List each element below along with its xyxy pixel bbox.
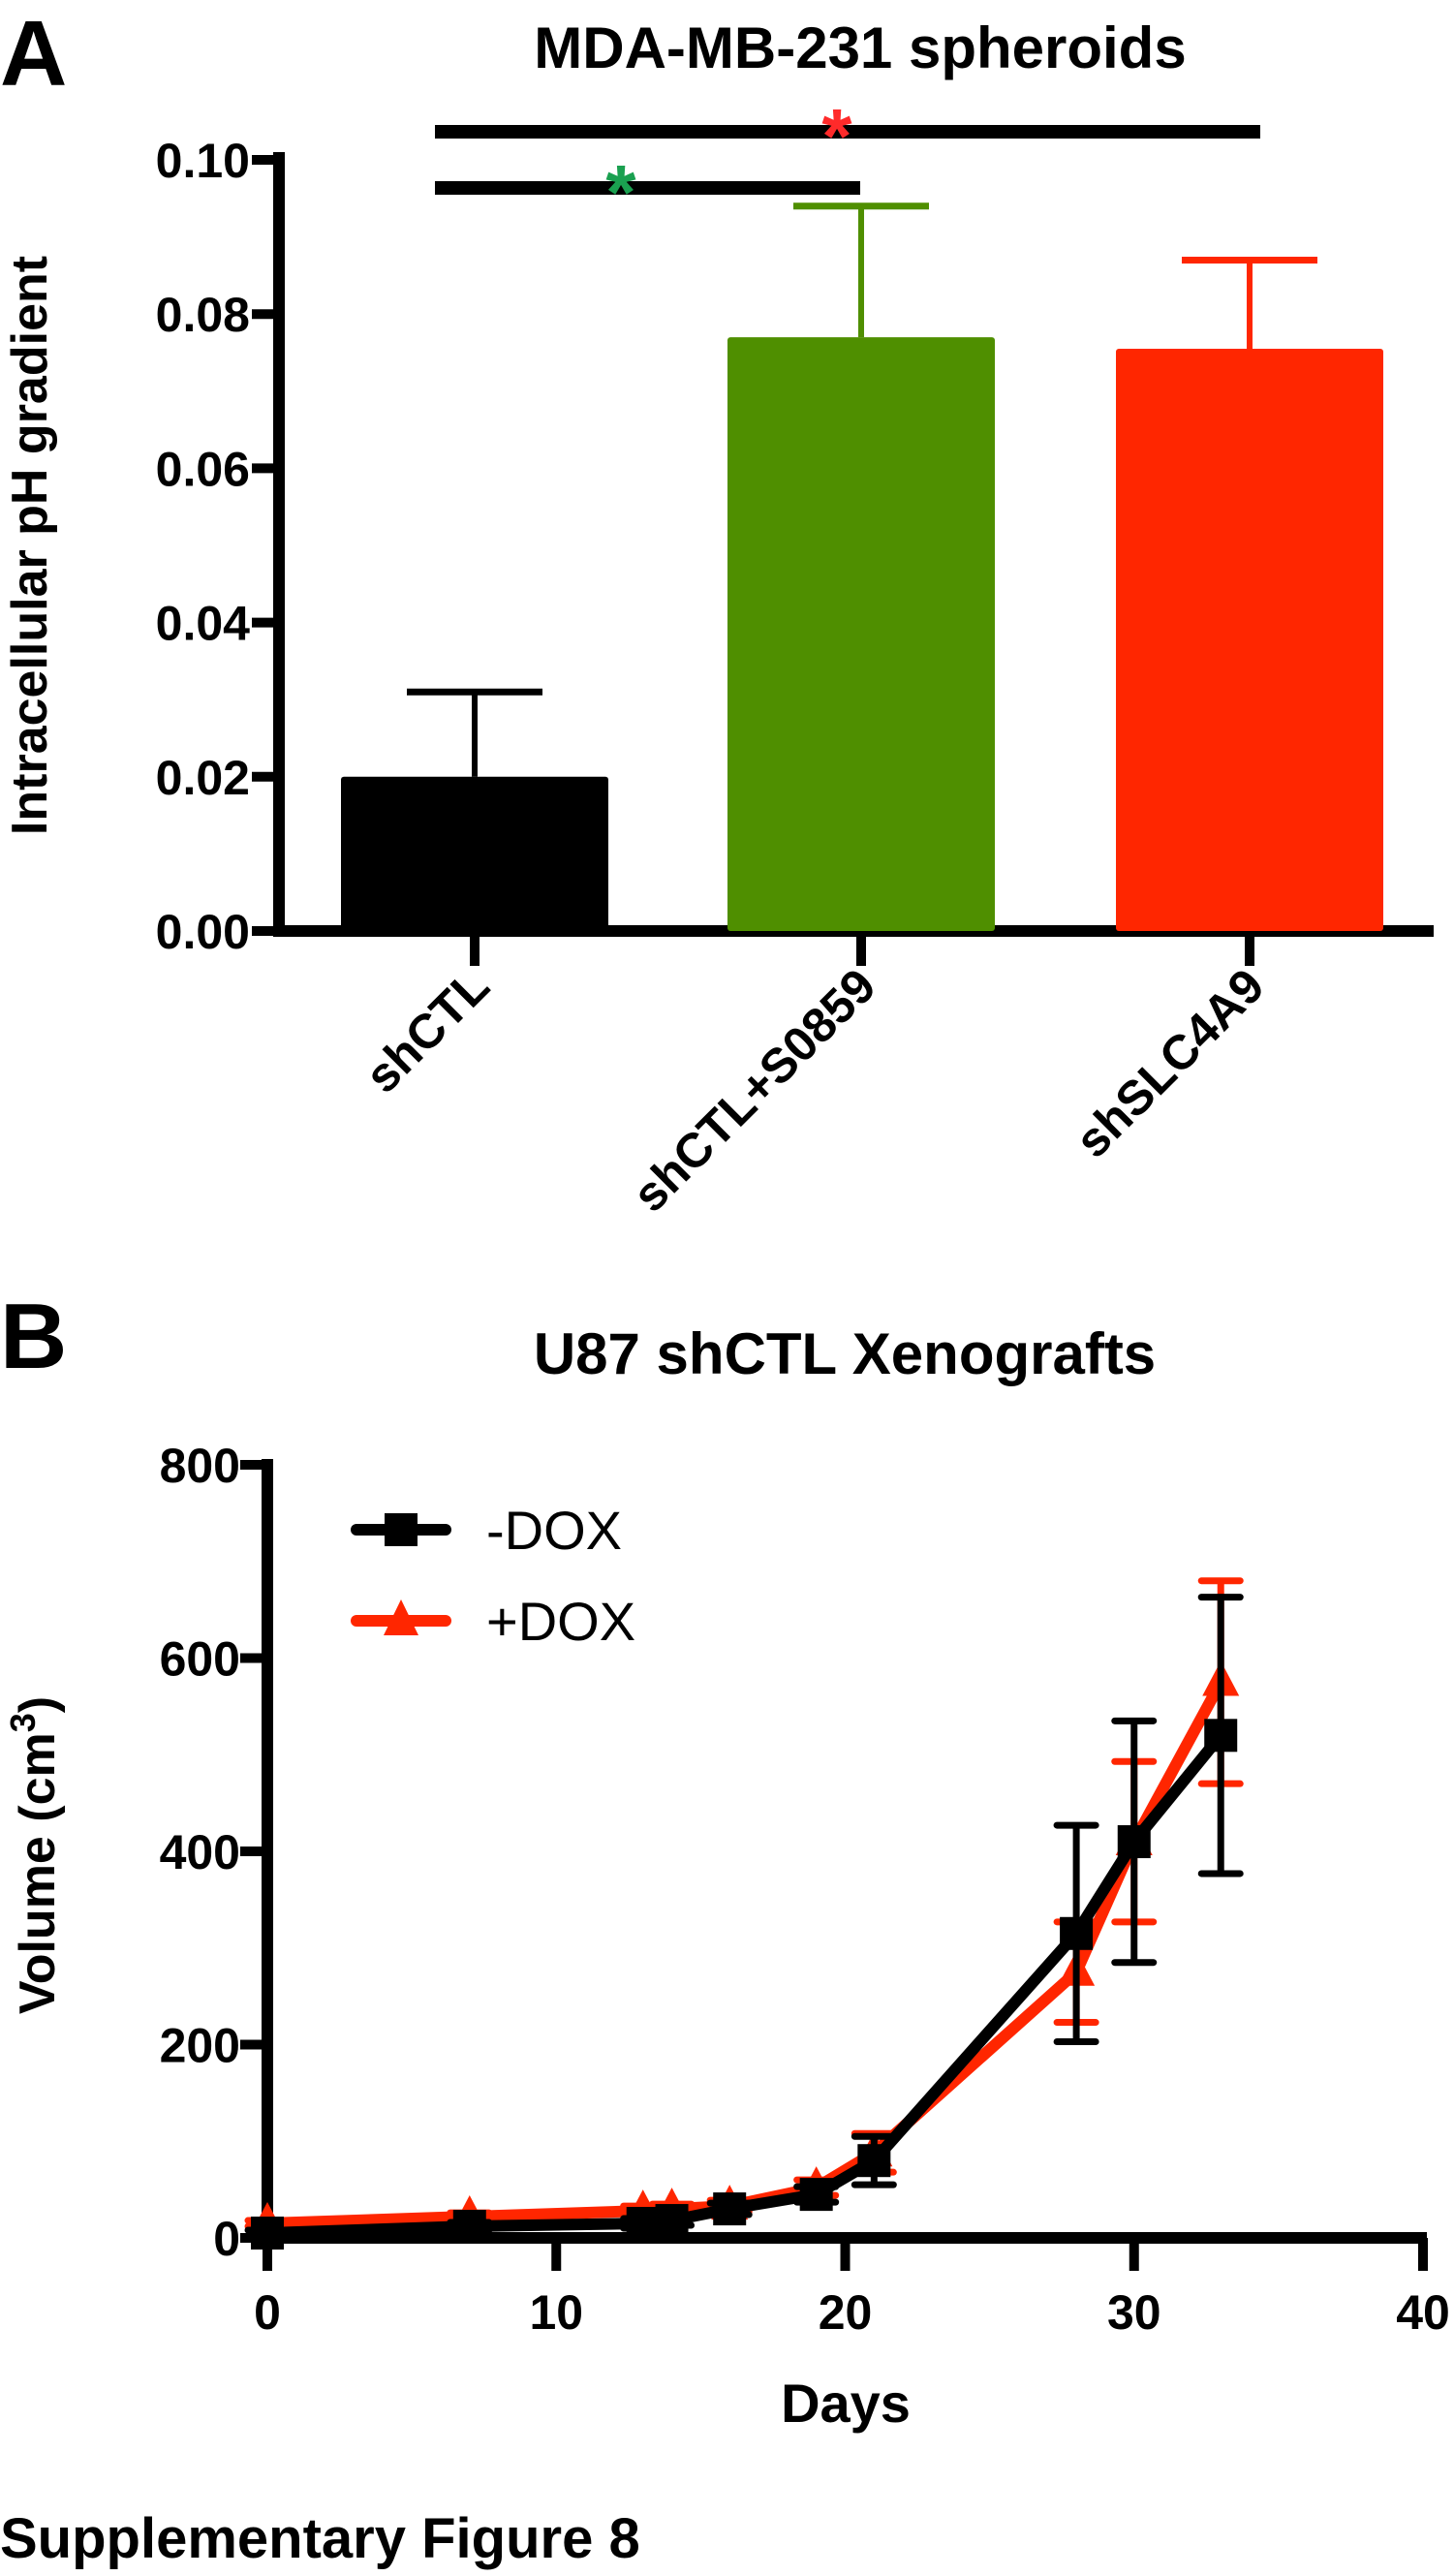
bar-shslc4a9 — [1116, 349, 1383, 931]
y-tick-label-b: 200 — [160, 2019, 240, 2073]
data-point-square — [626, 2207, 660, 2241]
y-axis-label-a: Intracellular pH gradient — [2, 256, 58, 835]
significance-star: * — [821, 93, 852, 179]
y-tick-label-a: 0.02 — [156, 751, 250, 805]
data-point-square — [1204, 1719, 1238, 1753]
y-tick-label-b: 0 — [213, 2212, 240, 2266]
significance-star: * — [605, 149, 636, 235]
y-tick-label-a: 0.08 — [156, 288, 250, 342]
panel-label-a: A — [0, 2, 67, 106]
legend-marker-triangle — [384, 1599, 418, 1635]
data-point-square — [251, 2217, 284, 2250]
x-tick-label-b: 10 — [529, 2285, 583, 2340]
data-point-square — [857, 2144, 891, 2178]
y-tick-label-b: 400 — [160, 1825, 240, 1879]
x-tick-label-b: 40 — [1396, 2285, 1450, 2340]
y-tick-label-b: 800 — [160, 1439, 240, 1493]
x-tick-label-b: 30 — [1107, 2285, 1161, 2340]
x-tick-label-a: shSLC4A9 — [1065, 958, 1274, 1167]
legend: -DOX +DOX — [351, 1500, 635, 1652]
data-point-square — [1060, 1916, 1094, 1950]
data-point-square — [1117, 1825, 1151, 1859]
legend-label: +DOX — [486, 1591, 635, 1652]
legend-label: -DOX — [486, 1500, 622, 1561]
legend-marker-square — [385, 1513, 418, 1546]
data-point-square — [713, 2192, 747, 2226]
panel-label-b: B — [0, 1285, 67, 1388]
x-tick-label-a: shCTL+S0859 — [622, 958, 885, 1222]
chart-title-a: MDA-MB-231 spheroids — [534, 16, 1186, 80]
series-line — [266, 1731, 1225, 2240]
data-point-square — [799, 2178, 833, 2212]
figure-caption: Supplementary Figure 8 — [0, 2507, 640, 2570]
x-tick-label-a: shCTL — [355, 958, 500, 1103]
x-tick-label-b: 20 — [819, 2285, 873, 2340]
data-point-square — [655, 2204, 689, 2238]
series-dox-minus — [244, 1594, 1244, 2250]
bar-shctl-s0859 — [727, 337, 995, 932]
panel-a: A MDA-MB-231 spheroids Intracellular pH … — [0, 2, 1434, 1223]
y-tick-label-a: 0.06 — [156, 442, 250, 496]
y-tick-label-a: 0.10 — [156, 134, 250, 188]
y-tick-label-b: 600 — [160, 1632, 240, 1687]
chart-title-b: U87 shCTL Xenografts — [534, 1321, 1156, 1386]
bar-shctl — [341, 776, 608, 931]
x-tick-label-b: 0 — [254, 2285, 281, 2340]
data-point-square — [452, 2210, 486, 2244]
y-tick-label-a: 0.00 — [156, 905, 250, 959]
x-axis-label-b: Days — [781, 2373, 911, 2434]
y-axis-label-b: Volume (cm3) — [3, 1696, 66, 2014]
panel-b: B U87 shCTL Xenografts Volume (cm3) Days… — [0, 1285, 1450, 2434]
y-tick-label-a: 0.04 — [156, 597, 251, 651]
